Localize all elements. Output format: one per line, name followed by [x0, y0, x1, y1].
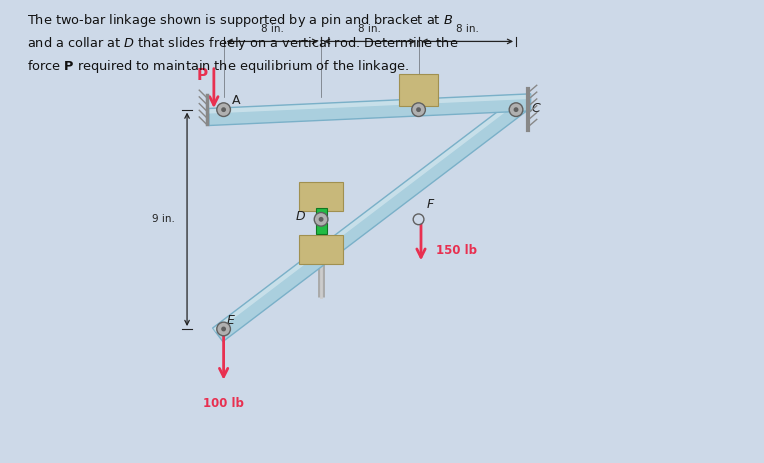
- Text: 8 in.: 8 in.: [456, 24, 479, 34]
- Text: 100 lb: 100 lb: [203, 397, 244, 410]
- FancyBboxPatch shape: [299, 235, 343, 264]
- Text: 150 lb: 150 lb: [435, 244, 477, 257]
- Text: 8 in.: 8 in.: [358, 24, 381, 34]
- Circle shape: [509, 103, 523, 117]
- Text: P: P: [196, 68, 208, 83]
- Text: 9 in.: 9 in.: [152, 214, 175, 224]
- Circle shape: [412, 103, 426, 117]
- Text: $F$: $F$: [426, 198, 435, 211]
- Circle shape: [217, 322, 231, 336]
- Polygon shape: [209, 94, 531, 125]
- Text: $E$: $E$: [226, 313, 236, 326]
- Circle shape: [319, 217, 323, 222]
- Polygon shape: [212, 97, 527, 342]
- Circle shape: [221, 107, 226, 112]
- Circle shape: [221, 326, 226, 332]
- FancyBboxPatch shape: [316, 208, 326, 219]
- FancyBboxPatch shape: [299, 181, 343, 211]
- Text: $D$: $D$: [296, 210, 306, 223]
- Polygon shape: [209, 94, 531, 113]
- FancyBboxPatch shape: [316, 223, 326, 234]
- Text: 8 in.: 8 in.: [261, 24, 283, 34]
- Text: $B$: $B$: [427, 94, 437, 107]
- Circle shape: [314, 213, 328, 226]
- Text: $C$: $C$: [531, 102, 542, 115]
- Polygon shape: [213, 98, 520, 332]
- Text: The two-bar linkage shown is supported by a pin and bracket at $\it{B}$
and a co: The two-bar linkage shown is supported b…: [27, 12, 458, 75]
- Circle shape: [413, 214, 424, 225]
- Text: A: A: [232, 94, 241, 107]
- FancyBboxPatch shape: [399, 75, 438, 106]
- Circle shape: [416, 107, 421, 112]
- FancyBboxPatch shape: [413, 105, 423, 113]
- Circle shape: [513, 107, 519, 112]
- Circle shape: [217, 103, 231, 117]
